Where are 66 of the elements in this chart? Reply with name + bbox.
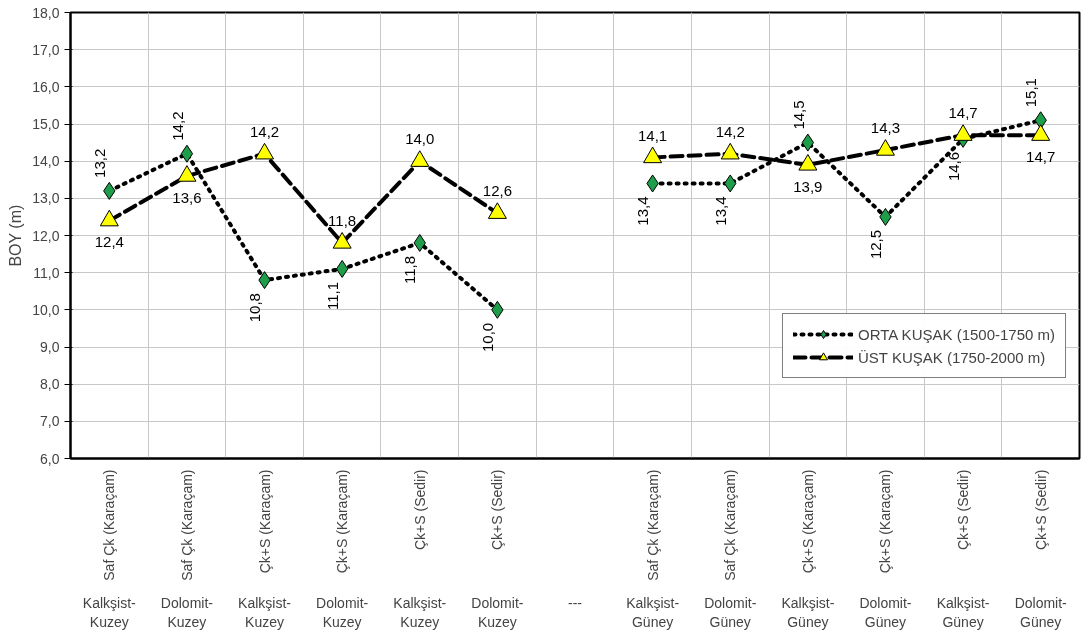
point [953,124,973,141]
data-label: 12,6 [482,182,512,200]
legend-label: ÜST KUŞAK (1750-2000 m) [858,348,1046,366]
category-label: Çk+S (Karaçam) Dolomit- Kuzey [316,469,369,630]
data-label: 12,5 [867,229,885,260]
data-label: 10,0 [479,322,497,353]
point [1031,124,1051,141]
data-label: 11,8 [328,212,357,230]
y-tick-label: 14,0 [32,153,60,170]
data-label: 15,1 [1022,78,1040,108]
category-label: Saf Çk (Karaçam) Kalkşist- Kuzey [82,469,136,630]
data-label: 14,3 [870,119,901,137]
data-label: 14,7 [948,104,978,122]
point [177,165,197,182]
data-label: 12,4 [94,233,124,251]
point [99,209,119,227]
y-tick-label: 10,0 [32,301,60,318]
y-tick-label: 11,0 [33,264,60,281]
legend-label: ORTA KUŞAK (1500-1750 m) [858,325,1056,343]
category-label: Çk+S (Sedir) Kalkşist- Kuzey [393,469,447,630]
y-tick-label: 13,0 [32,190,60,207]
point [643,146,663,164]
data-label: 11,1 [323,281,341,311]
y-tick-label: 17,0 [32,41,60,58]
data-label: 13,2 [90,148,108,178]
data-label: 11,8 [401,255,419,285]
category-label: Çk+S (Sedir) Dolomit- Güney [1014,469,1067,630]
data-label: 14,7 [1026,147,1056,165]
data-label: 13,6 [172,188,202,206]
data-label: 14,6 [944,151,962,182]
y-tick-label: 18,0 [32,4,60,21]
point [875,139,895,156]
point [487,202,507,219]
point [720,142,740,160]
data-label: 10,8 [246,293,264,323]
point [410,150,430,167]
data-label: 14,5 [789,100,807,130]
data-label: 14,0 [405,130,435,148]
data-label: 13,4 [634,196,652,226]
category-label: Çk+S (Sedir) Dolomit- Kuzey [471,469,524,630]
category-label: Çk+S (Karaçam) Kalkşist- Güney [781,469,835,630]
y-tick-label: 9,0 [40,339,60,355]
y-axis-title: BOY (m) [7,204,25,267]
text: --- [568,594,583,611]
y-tick-label: 8,0 [40,376,60,393]
category-label: Çk+S (Sedir) Kalkşist- Güney [936,469,990,630]
y-tick-label: 7,0 [40,413,60,430]
y-tick-label: 15,0 [32,116,60,132]
data-label: 13,9 [793,177,823,195]
point [798,153,818,171]
category-label: Çk+S (Karaçam) Dolomit- Güney [859,469,912,630]
y-tick-label: 12,0 [32,227,60,244]
y-tick-label: 6,0 [40,450,60,467]
category-label: Çk+S (Karaçam) Kalkşist- Kuzey [238,469,291,630]
category-label: Saf Çk (Karaçam) Dolomit- Kuzey [160,469,213,630]
data-label: 14,1 [638,126,668,144]
data-label: 14,2 [715,123,745,141]
point [335,259,349,278]
data-label: 14,2 [168,111,186,141]
data-label: 13,4 [711,196,729,226]
point [332,232,352,249]
y-tick-label: 16,0 [32,78,60,95]
point [255,142,275,160]
category-label: Saf Çk (Karaçam) Kalkşist- Güney [626,469,680,630]
category-label: Saf Çk (Karaçam) Dolomit- Güney [704,469,757,630]
data-label: 14,2 [249,123,280,141]
